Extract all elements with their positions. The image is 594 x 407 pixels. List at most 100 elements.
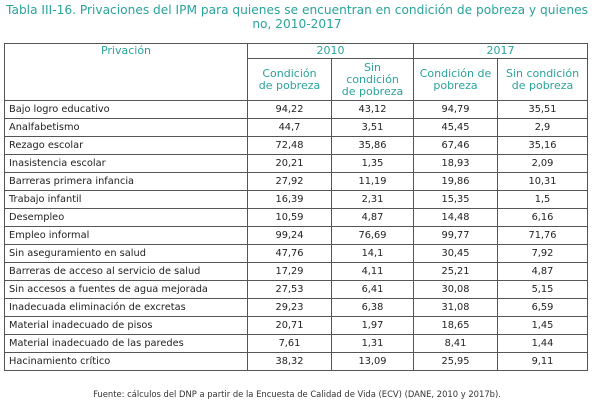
header-sin-pobreza-2017-line-1: Sin condición bbox=[505, 66, 580, 80]
table-row: Material inadecuado de las paredes 7,61 … bbox=[4, 334, 588, 353]
cell-con-pobreza-2017: 99,77 bbox=[413, 226, 498, 245]
header-con-pobreza-2017-line-2: pobreza bbox=[433, 78, 478, 92]
table-row: Inasistencia escolar 20,21 1,35 18,93 2,… bbox=[4, 154, 588, 173]
cell-sin-pobreza-2010: 6,38 bbox=[331, 298, 414, 317]
cell-con-pobreza-2017: 67,46 bbox=[413, 136, 498, 155]
header-con-pobreza-2017: Condición de pobreza bbox=[413, 58, 498, 101]
row-label: Analfabetismo bbox=[4, 118, 248, 137]
cell-sin-pobreza-2010: 4,87 bbox=[331, 208, 414, 227]
table-row: Desempleo 10,59 4,87 14,48 6,16 bbox=[4, 208, 588, 227]
row-label: Material inadecuado de pisos bbox=[4, 316, 248, 335]
header-year-2017: 2017 bbox=[413, 43, 588, 59]
cell-sin-pobreza-2017: 5,15 bbox=[497, 280, 588, 299]
table-row: Bajo logro educativo 94,22 43,12 94,79 3… bbox=[4, 100, 588, 119]
table-row: Barreras primera infancia 27,92 11,19 19… bbox=[4, 172, 588, 191]
cell-sin-pobreza-2017: 2,09 bbox=[497, 154, 588, 173]
cell-con-pobreza-2010: 27,92 bbox=[247, 172, 332, 191]
cell-sin-pobreza-2010: 13,09 bbox=[331, 352, 414, 371]
header-con-pobreza-2010: Condición de pobreza bbox=[247, 58, 332, 101]
table-row: Trabajo infantil 16,39 2,31 15,35 1,5 bbox=[4, 190, 588, 209]
cell-sin-pobreza-2010: 43,12 bbox=[331, 100, 414, 119]
cell-sin-pobreza-2017: 10,31 bbox=[497, 172, 588, 191]
row-label: Rezago escolar bbox=[4, 136, 248, 155]
row-label: Sin aseguramiento en salud bbox=[4, 244, 248, 263]
cell-con-pobreza-2010: 94,22 bbox=[247, 100, 332, 119]
row-label: Hacinamiento crítico bbox=[4, 352, 248, 371]
cell-sin-pobreza-2010: 4,11 bbox=[331, 262, 414, 281]
cell-con-pobreza-2017: 18,93 bbox=[413, 154, 498, 173]
row-label: Empleo informal bbox=[4, 226, 248, 245]
table-row: Material inadecuado de pisos 20,71 1,97 … bbox=[4, 316, 588, 335]
cell-con-pobreza-2017: 14,48 bbox=[413, 208, 498, 227]
cell-con-pobreza-2017: 45,45 bbox=[413, 118, 498, 137]
table-row: Empleo informal 99,24 76,69 99,77 71,76 bbox=[4, 226, 588, 245]
cell-sin-pobreza-2010: 35,86 bbox=[331, 136, 414, 155]
cell-sin-pobreza-2017: 4,87 bbox=[497, 262, 588, 281]
row-label: Barreras primera infancia bbox=[4, 172, 248, 191]
row-label: Bajo logro educativo bbox=[4, 100, 248, 119]
cell-con-pobreza-2010: 20,21 bbox=[247, 154, 332, 173]
cell-sin-pobreza-2017: 35,16 bbox=[497, 136, 588, 155]
cell-con-pobreza-2010: 99,24 bbox=[247, 226, 332, 245]
cell-con-pobreza-2017: 31,08 bbox=[413, 298, 498, 317]
header-sin-pobreza-2017: Sin condición de pobreza bbox=[497, 58, 588, 101]
cell-con-pobreza-2017: 25,95 bbox=[413, 352, 498, 371]
header-sin-pobreza-2010-line-3: de pobreza bbox=[341, 84, 404, 98]
cell-sin-pobreza-2010: 6,41 bbox=[331, 280, 414, 299]
cell-con-pobreza-2010: 20,71 bbox=[247, 316, 332, 335]
header-sin-pobreza-2010-line-2: condición bbox=[346, 72, 399, 86]
header-sin-pobreza-2010: Sin condición de pobreza bbox=[331, 58, 414, 101]
cell-con-pobreza-2010: 29,23 bbox=[247, 298, 332, 317]
cell-sin-pobreza-2010: 3,51 bbox=[331, 118, 414, 137]
header-privacion: Privación bbox=[4, 43, 248, 101]
cell-sin-pobreza-2017: 9,11 bbox=[497, 352, 588, 371]
cell-sin-pobreza-2010: 76,69 bbox=[331, 226, 414, 245]
cell-sin-pobreza-2017: 7,92 bbox=[497, 244, 588, 263]
cell-sin-pobreza-2010: 1,31 bbox=[331, 334, 414, 353]
ipm-table: Privación 2010 2017 Condición de pobreza… bbox=[4, 43, 588, 371]
row-label: Desempleo bbox=[4, 208, 248, 227]
row-label: Material inadecuado de las paredes bbox=[4, 334, 248, 353]
cell-con-pobreza-2010: 72,48 bbox=[247, 136, 332, 155]
cell-sin-pobreza-2017: 1,45 bbox=[497, 316, 588, 335]
cell-sin-pobreza-2010: 1,35 bbox=[331, 154, 414, 173]
cell-con-pobreza-2017: 25,21 bbox=[413, 262, 498, 281]
source-note: Fuente: cálculos del DNP a partir de la … bbox=[93, 389, 501, 399]
row-label: Inasistencia escolar bbox=[4, 154, 248, 173]
cell-con-pobreza-2017: 18,65 bbox=[413, 316, 498, 335]
cell-sin-pobreza-2017: 2,9 bbox=[497, 118, 588, 137]
cell-con-pobreza-2010: 7,61 bbox=[247, 334, 332, 353]
cell-sin-pobreza-2010: 1,97 bbox=[331, 316, 414, 335]
cell-con-pobreza-2010: 17,29 bbox=[247, 262, 332, 281]
cell-sin-pobreza-2017: 1,5 bbox=[497, 190, 588, 209]
table-row: Analfabetismo 44,7 3,51 45,45 2,9 bbox=[4, 118, 588, 137]
table-row: Sin aseguramiento en salud 47,76 14,1 30… bbox=[4, 244, 588, 263]
cell-con-pobreza-2010: 44,7 bbox=[247, 118, 332, 137]
row-label: Trabajo infantil bbox=[4, 190, 248, 209]
cell-sin-pobreza-2017: 71,76 bbox=[497, 226, 588, 245]
cell-con-pobreza-2017: 15,35 bbox=[413, 190, 498, 209]
cell-con-pobreza-2017: 30,08 bbox=[413, 280, 498, 299]
header-con-pobreza-2017-line-1: Condición de bbox=[419, 66, 492, 80]
cell-sin-pobreza-2010: 11,19 bbox=[331, 172, 414, 191]
cell-con-pobreza-2017: 30,45 bbox=[413, 244, 498, 263]
cell-sin-pobreza-2017: 6,59 bbox=[497, 298, 588, 317]
table-title-line-1: Tabla III-16. Privaciones del IPM para q… bbox=[6, 3, 588, 17]
row-label: Barreras de acceso al servicio de salud bbox=[4, 262, 248, 281]
table-title-line-2: no, 2010-2017 bbox=[252, 17, 342, 31]
table-row: Hacinamiento crítico 38,32 13,09 25,95 9… bbox=[4, 352, 588, 371]
cell-sin-pobreza-2017: 6,16 bbox=[497, 208, 588, 227]
header-year-2010: 2010 bbox=[247, 43, 414, 59]
cell-con-pobreza-2017: 19,86 bbox=[413, 172, 498, 191]
header-sin-pobreza-2017-line-2: de pobreza bbox=[511, 78, 574, 92]
header-con-pobreza-2010-line-1: Condición bbox=[262, 66, 317, 80]
cell-con-pobreza-2010: 38,32 bbox=[247, 352, 332, 371]
table-row: Inadecuada eliminación de excretas 29,23… bbox=[4, 298, 588, 317]
cell-sin-pobreza-2010: 14,1 bbox=[331, 244, 414, 263]
header-sin-pobreza-2010-line-1: Sin bbox=[363, 60, 381, 74]
row-label: Inadecuada eliminación de excretas bbox=[4, 298, 248, 317]
table-row: Barreras de acceso al servicio de salud … bbox=[4, 262, 588, 281]
cell-sin-pobreza-2010: 2,31 bbox=[331, 190, 414, 209]
cell-con-pobreza-2010: 47,76 bbox=[247, 244, 332, 263]
cell-con-pobreza-2017: 8,41 bbox=[413, 334, 498, 353]
